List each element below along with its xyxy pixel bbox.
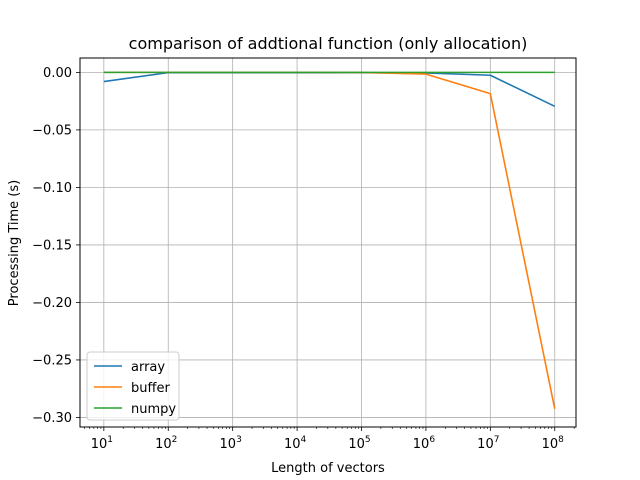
- x-tick-exponent: 6: [429, 435, 435, 445]
- y-tick-label: 0.00: [43, 66, 72, 81]
- x-tick-exponent: 8: [558, 435, 564, 445]
- x-tick-label: 105: [348, 435, 370, 452]
- x-tick-exponent: 7: [494, 435, 500, 445]
- chart-title: comparison of addtional function (only a…: [129, 34, 528, 53]
- x-tick-exponent: 2: [172, 435, 178, 445]
- series-line-array: [103, 71, 556, 108]
- y-tick-label: −0.05: [32, 123, 72, 138]
- x-tick-label: 101: [91, 435, 113, 452]
- x-tick-exponent: 5: [365, 435, 371, 445]
- y-tick-label: −0.10: [32, 181, 72, 196]
- legend: array buffer numpy: [86, 351, 180, 421]
- legend-label-numpy: numpy: [131, 402, 176, 417]
- legend-label-array: array: [131, 360, 165, 375]
- y-tick-label: −0.30: [32, 411, 72, 426]
- legend-box: [86, 351, 180, 421]
- grid-lines: [80, 58, 576, 427]
- x-tick-exponent: 1: [107, 435, 113, 445]
- x-tick-exponent: 3: [236, 435, 242, 445]
- series-layer: [103, 71, 556, 409]
- y-axis-ticks: 0.00 −0.05 −0.10 −0.15 −0.20 −0.25 −0.30: [32, 66, 80, 426]
- x-tick-label: 103: [220, 435, 242, 452]
- legend-label-buffer: buffer: [131, 381, 170, 396]
- y-tick-label: −0.20: [32, 296, 72, 311]
- y-tick-label: −0.15: [32, 238, 72, 253]
- x-tick-exponent: 4: [300, 435, 306, 445]
- x-tick-label: 107: [477, 435, 499, 452]
- x-tick-label: 106: [413, 435, 436, 452]
- x-axis-ticks: 101 102 103 104 105 106 107 108: [84, 427, 575, 452]
- x-tick-label: 104: [284, 435, 307, 452]
- y-axis-label: Processing Time (s): [7, 180, 22, 306]
- x-tick-label: 102: [155, 435, 177, 452]
- x-axis-label: Length of vectors: [271, 461, 385, 476]
- x-tick-label: 108: [542, 435, 565, 452]
- y-tick-label: −0.25: [32, 353, 72, 368]
